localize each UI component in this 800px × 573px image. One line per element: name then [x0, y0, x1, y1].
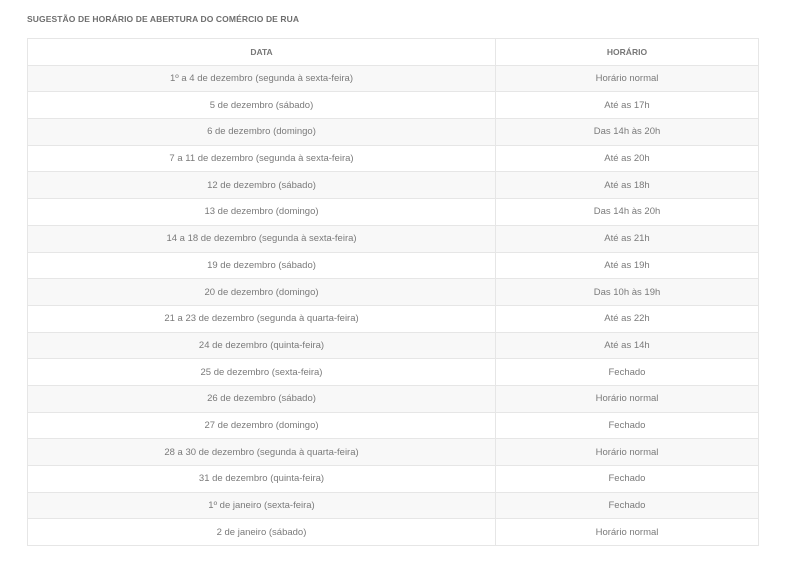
date-cell: 14 a 18 de dezembro (segunda à sexta-fei… [27, 224, 496, 253]
table-row: 25 de dezembro (sexta-feira) Fechado [27, 358, 759, 386]
date-cell: 19 de dezembro (sábado) [27, 251, 496, 280]
hours-cell: Horário normal [495, 64, 759, 93]
table-row: 14 a 18 de dezembro (segunda à sexta-fei… [27, 224, 759, 253]
date-cell: 26 de dezembro (sábado) [27, 384, 496, 413]
hours-cell: Fechado [495, 491, 759, 520]
date-cell: 24 de dezembro (quinta-feira) [27, 331, 496, 360]
table-row: 24 de dezembro (quinta-feira) Até as 14h [27, 331, 759, 360]
table-row: 5 de dezembro (sábado) Até as 17h [27, 91, 759, 120]
hours-cell: Das 14h às 20h [495, 118, 759, 146]
date-cell: 20 de dezembro (domingo) [27, 278, 496, 306]
table-row: 31 de dezembro (quinta-feira) Fechado [27, 465, 759, 493]
date-cell: 1º a 4 de dezembro (segunda à sexta-feir… [27, 64, 496, 93]
date-cell: 21 a 23 de dezembro (segunda à quarta-fe… [27, 304, 496, 333]
date-cell: 31 de dezembro (quinta-feira) [27, 465, 496, 493]
date-cell: 2 de janeiro (sábado) [27, 518, 496, 547]
hours-cell: Horário normal [495, 438, 759, 466]
table-title: SUGESTÃO DE HORÁRIO DE ABERTURA DO COMÉR… [27, 14, 300, 24]
hours-cell: Até as 22h [495, 304, 759, 333]
hours-cell: Fechado [495, 358, 759, 386]
hours-cell: Até as 14h [495, 331, 759, 360]
hours-cell: Horário normal [495, 384, 759, 413]
table-row: 12 de dezembro (sábado) Até as 18h [27, 171, 759, 200]
hours-cell: Horário normal [495, 518, 759, 547]
schedule-table: DATA HORÁRIO 1º a 4 de dezembro (segunda… [27, 38, 759, 547]
date-cell: 28 a 30 de dezembro (segunda à quarta-fe… [27, 438, 496, 466]
table-row: 13 de dezembro (domingo) Das 14h às 20h [27, 198, 759, 226]
header-horario: HORÁRIO [495, 38, 759, 66]
date-cell: 13 de dezembro (domingo) [27, 198, 496, 226]
date-cell: 6 de dezembro (domingo) [27, 118, 496, 146]
table-row: 28 a 30 de dezembro (segunda à quarta-fe… [27, 438, 759, 466]
hours-cell: Até as 20h [495, 144, 759, 173]
table-row: 1º a 4 de dezembro (segunda à sexta-feir… [27, 64, 759, 93]
table-row: 20 de dezembro (domingo) Das 10h às 19h [27, 278, 759, 306]
table-row: 21 a 23 de dezembro (segunda à quarta-fe… [27, 304, 759, 333]
table-row: 1º de janeiro (sexta-feira) Fechado [27, 491, 759, 520]
hours-cell: Das 14h às 20h [495, 198, 759, 226]
date-cell: 12 de dezembro (sábado) [27, 171, 496, 200]
hours-cell: Até as 18h [495, 171, 759, 200]
hours-cell: Fechado [495, 411, 759, 440]
table-row: 2 de janeiro (sábado) Horário normal [27, 518, 759, 547]
date-cell: 1º de janeiro (sexta-feira) [27, 491, 496, 520]
table-row: 19 de dezembro (sábado) Até as 19h [27, 251, 759, 280]
date-cell: 5 de dezembro (sábado) [27, 91, 496, 120]
hours-cell: Até as 19h [495, 251, 759, 280]
hours-cell: Fechado [495, 465, 759, 493]
hours-cell: Até as 21h [495, 224, 759, 253]
table-row: 27 de dezembro (domingo) Fechado [27, 411, 759, 440]
header-data: DATA [27, 38, 496, 66]
date-cell: 7 a 11 de dezembro (segunda à sexta-feir… [27, 144, 496, 173]
date-cell: 27 de dezembro (domingo) [27, 411, 496, 440]
date-cell: 25 de dezembro (sexta-feira) [27, 358, 496, 386]
table-row: 7 a 11 de dezembro (segunda à sexta-feir… [27, 144, 759, 173]
hours-cell: Até as 17h [495, 91, 759, 120]
table-header-row: DATA HORÁRIO [27, 38, 759, 66]
hours-cell: Das 10h às 19h [495, 278, 759, 306]
table-row: 26 de dezembro (sábado) Horário normal [27, 384, 759, 413]
table-row: 6 de dezembro (domingo) Das 14h às 20h [27, 118, 759, 146]
